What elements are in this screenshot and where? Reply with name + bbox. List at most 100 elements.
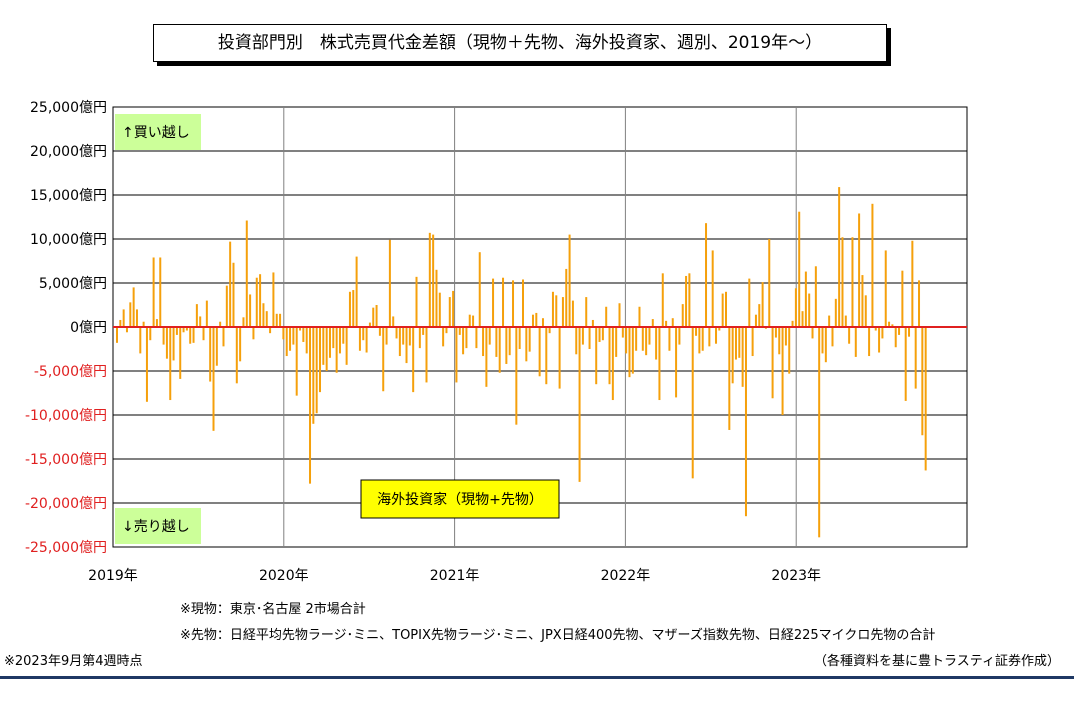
bar <box>428 232 431 327</box>
bar <box>828 315 831 327</box>
bar <box>452 290 455 327</box>
bar <box>472 315 475 327</box>
bar <box>342 327 345 344</box>
y-tick-label: 25,000億円 <box>30 100 107 116</box>
y-tick-label: -15,000億円 <box>25 452 107 468</box>
bar <box>408 327 411 346</box>
bar <box>365 327 368 353</box>
bar <box>585 297 588 327</box>
bar <box>309 327 312 484</box>
bar <box>119 319 122 327</box>
bar <box>675 327 678 398</box>
bar <box>498 327 501 373</box>
bar <box>312 327 315 424</box>
bar <box>468 314 471 327</box>
bar <box>172 327 175 361</box>
bar <box>541 318 544 327</box>
bar <box>122 309 125 327</box>
bar <box>338 327 341 354</box>
bar <box>302 327 305 342</box>
bar <box>132 287 135 327</box>
bar <box>861 275 864 327</box>
bar <box>515 327 518 425</box>
x-tick-label: 2020年 <box>259 568 309 584</box>
bar <box>165 327 168 359</box>
bar <box>798 211 801 327</box>
bar <box>751 327 754 357</box>
bar <box>625 327 628 354</box>
y-axis-ticks: 25,000億円 20,000億円 15,000億円 10,000億円 5,000億円 0… <box>25 100 107 556</box>
bar <box>438 292 441 327</box>
bar <box>335 327 338 373</box>
bar <box>129 302 132 327</box>
bottom-rule <box>0 676 1074 679</box>
bar <box>621 327 624 338</box>
bar <box>319 327 321 393</box>
bar <box>255 277 258 327</box>
bar <box>418 327 421 349</box>
bar <box>824 327 827 363</box>
bar <box>688 273 691 327</box>
bar <box>169 327 172 401</box>
bar <box>325 327 328 371</box>
bar <box>295 327 298 396</box>
bar <box>125 327 128 333</box>
bar <box>488 327 491 345</box>
bar <box>778 327 781 355</box>
bar <box>605 306 608 327</box>
bar <box>215 327 218 366</box>
bar <box>259 274 262 327</box>
bar <box>495 327 498 357</box>
bar <box>328 327 331 358</box>
bar <box>475 327 478 349</box>
x-tick-label: 2021年 <box>430 568 480 584</box>
bar <box>868 327 871 357</box>
bar <box>871 203 874 327</box>
bar <box>601 327 604 341</box>
bar <box>578 327 581 482</box>
bar <box>152 257 155 327</box>
bar <box>708 327 711 347</box>
bar <box>804 271 807 327</box>
bar <box>402 327 405 345</box>
bar <box>299 327 302 331</box>
x-tick-label: 2023年 <box>771 568 821 584</box>
bar <box>924 327 927 471</box>
bar <box>222 327 225 347</box>
bar <box>718 327 721 331</box>
bar <box>332 327 335 349</box>
bar <box>851 237 854 327</box>
bar <box>555 295 558 327</box>
bar <box>548 327 551 334</box>
bar <box>179 327 182 379</box>
y-tick-label: -10,000億円 <box>25 408 107 424</box>
bar <box>368 322 371 327</box>
bar <box>668 327 671 351</box>
bar <box>462 327 465 355</box>
bar <box>908 327 911 337</box>
bar <box>791 320 794 327</box>
bar <box>525 327 528 362</box>
bar <box>242 317 245 327</box>
bar <box>814 266 817 327</box>
y-tick-label: 10,000億円 <box>30 232 107 248</box>
bar <box>502 277 505 327</box>
bar <box>558 327 561 389</box>
bar <box>505 327 508 364</box>
bar <box>378 327 381 336</box>
chart-title: 投資部門別 株式売買代金差額（現物＋先物、海外投資家、週別、2019年～） <box>153 24 887 62</box>
bar <box>698 327 701 354</box>
bar <box>858 213 861 327</box>
bar <box>701 327 704 351</box>
bar <box>305 327 308 354</box>
bar <box>901 270 904 327</box>
bar <box>372 307 375 327</box>
bar <box>911 240 914 327</box>
bar <box>565 268 568 327</box>
bar <box>715 327 718 344</box>
bar <box>705 223 708 327</box>
buy-label-box <box>115 114 201 150</box>
y-tick-label: 15,000億円 <box>30 188 107 204</box>
bar <box>145 327 148 402</box>
